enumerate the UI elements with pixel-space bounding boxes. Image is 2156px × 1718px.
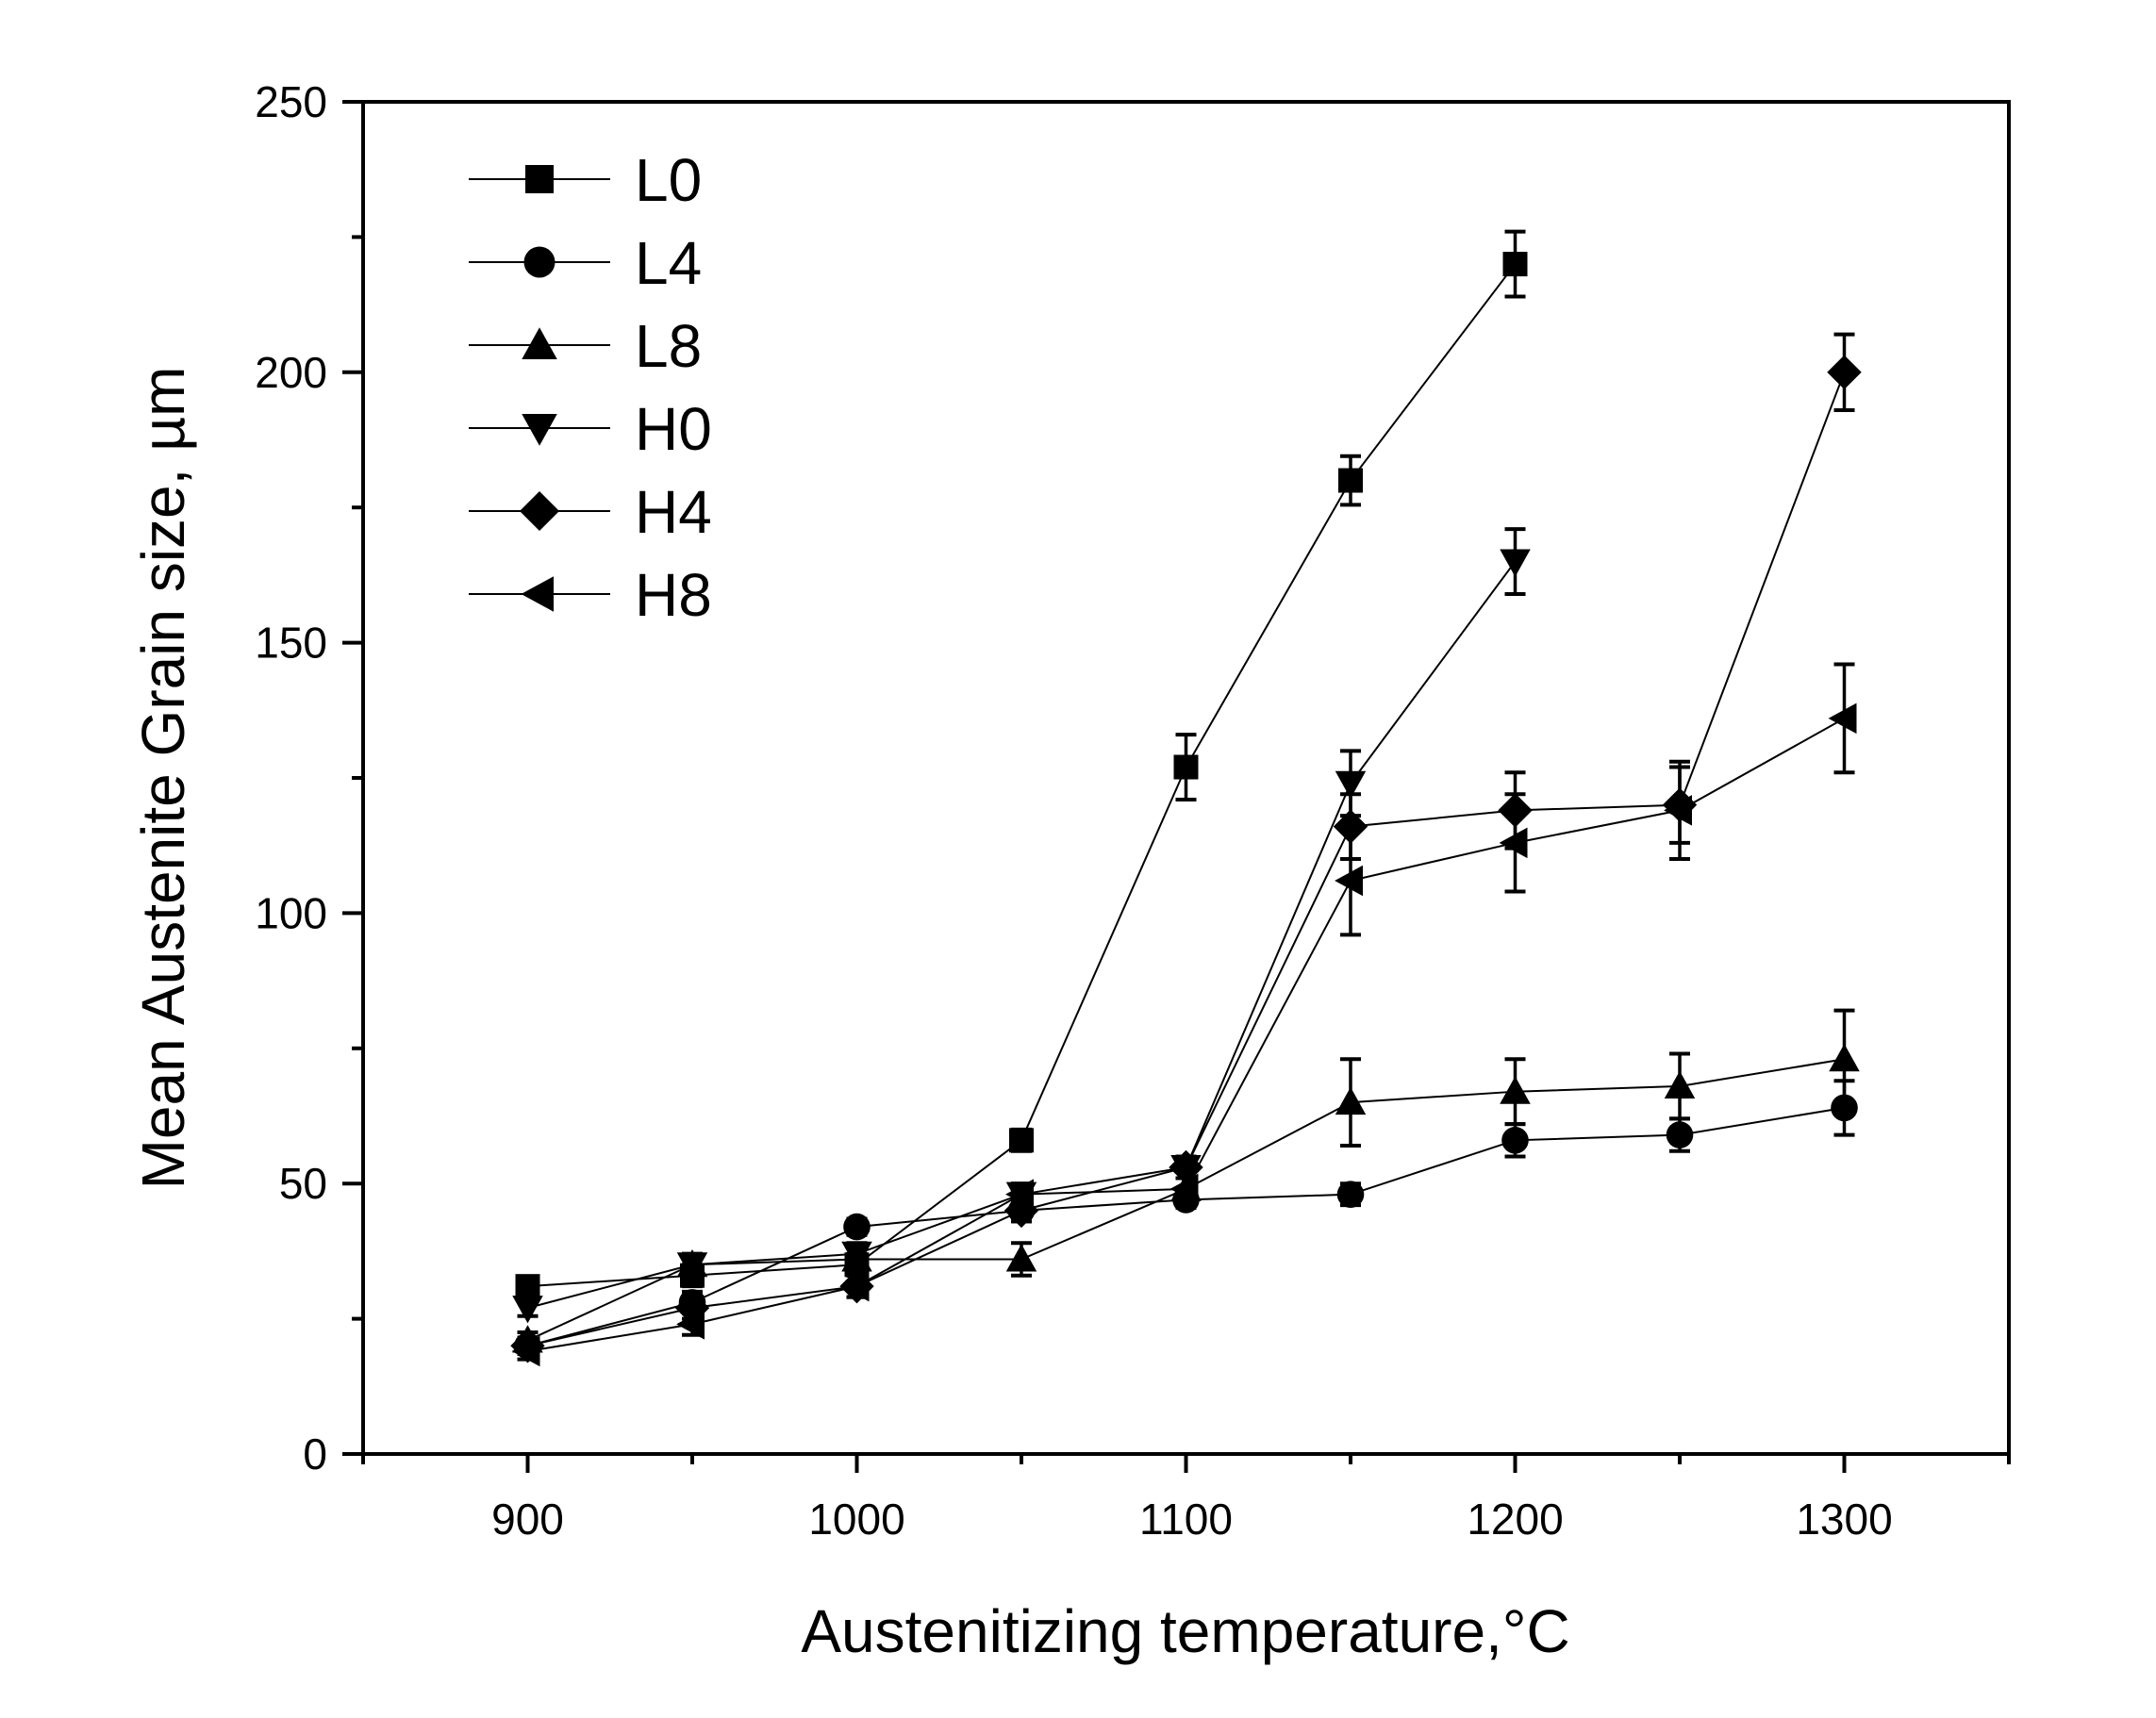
legend-marker-l8 xyxy=(522,327,557,359)
data-point-h8 xyxy=(511,1335,540,1367)
data-point-h8 xyxy=(1005,1179,1034,1210)
data-point-h8 xyxy=(1499,827,1528,859)
y-tick-label: 0 xyxy=(303,1429,327,1478)
legend-item-l4: L4 xyxy=(469,229,702,297)
data-point-l4 xyxy=(1336,1181,1365,1208)
x-tick-label: 1100 xyxy=(1139,1495,1233,1544)
series-l0 xyxy=(515,229,1528,1299)
legend-item-l8: L8 xyxy=(469,312,702,380)
legend-label-h4: H4 xyxy=(635,478,712,546)
data-point-l8 xyxy=(1664,1070,1696,1099)
data-point-l0 xyxy=(515,1274,540,1299)
data-point-l0 xyxy=(1338,468,1363,493)
legend-label-l4: L4 xyxy=(635,229,702,297)
data-point-l0 xyxy=(1173,754,1199,780)
x-tick-label: 900 xyxy=(491,1495,564,1544)
y-tick-label: 50 xyxy=(279,1159,327,1208)
data-point-l4 xyxy=(843,1213,871,1241)
x-axis-title: Austenitizing temperature,°C xyxy=(801,1597,1569,1665)
legend-marker-l4 xyxy=(523,246,556,278)
legend-marker-l0 xyxy=(525,165,554,193)
data-point-l8 xyxy=(1500,1076,1531,1104)
x-tick-label: 1200 xyxy=(1467,1495,1563,1544)
data-point-h8 xyxy=(1664,795,1692,826)
data-point-h0 xyxy=(1500,549,1531,577)
legend-label-h0: H0 xyxy=(635,395,712,463)
legend-item-h8: H8 xyxy=(469,561,712,629)
legend-item-h4: H4 xyxy=(469,478,712,546)
x-tick-label: 1300 xyxy=(1796,1495,1892,1544)
y-axis-title: Mean Austenite Grain size, µm xyxy=(129,367,197,1190)
data-point-h8 xyxy=(1828,702,1857,735)
data-point-h0 xyxy=(1335,770,1367,799)
data-point-l4 xyxy=(1666,1121,1694,1148)
legend-label-l0: L0 xyxy=(635,146,702,214)
data-point-l4 xyxy=(1501,1127,1529,1154)
data-point-h4 xyxy=(1169,1149,1203,1185)
data-point-l0 xyxy=(1502,252,1528,277)
data-point-h0 xyxy=(841,1241,872,1270)
legend-marker-h0 xyxy=(522,414,557,446)
legend-item-h0: H0 xyxy=(469,395,712,463)
series-l4 xyxy=(514,1079,1858,1360)
y-tick-label: 100 xyxy=(255,888,327,937)
data-point-l8 xyxy=(1829,1044,1860,1072)
data-point-l8 xyxy=(1005,1244,1037,1272)
legend-marker-h8 xyxy=(521,576,554,612)
data-point-h0 xyxy=(512,1296,543,1324)
data-point-h8 xyxy=(840,1270,870,1302)
x-tick-label: 1000 xyxy=(808,1495,904,1544)
legend-label-h8: H8 xyxy=(635,561,712,629)
data-point-h0 xyxy=(676,1252,708,1280)
series-h8 xyxy=(511,662,1857,1367)
data-point-h4 xyxy=(1827,355,1862,389)
y-tick-label: 200 xyxy=(255,348,327,397)
data-point-l8 xyxy=(1335,1086,1367,1115)
data-point-h8 xyxy=(676,1309,705,1340)
legend-item-l0: L0 xyxy=(469,146,702,214)
legend-marker-h4 xyxy=(520,491,559,531)
data-point-h8 xyxy=(1169,1173,1199,1205)
y-tick-label: 250 xyxy=(255,77,327,126)
legend-label-l8: L8 xyxy=(635,312,702,380)
data-point-l0 xyxy=(1009,1128,1034,1153)
data-point-h8 xyxy=(1335,865,1363,897)
y-tick-label: 150 xyxy=(255,619,327,668)
series-line-l4 xyxy=(527,1106,1845,1347)
series-line-h8 xyxy=(527,718,1845,1353)
